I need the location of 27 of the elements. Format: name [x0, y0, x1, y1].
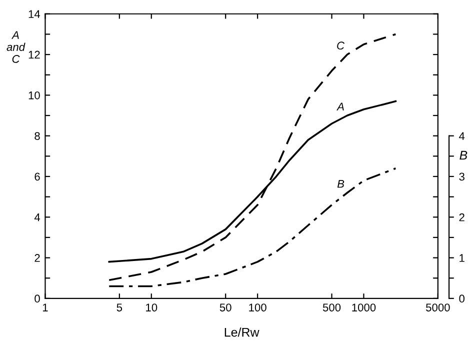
- y-axis-title: A and C: [6, 31, 26, 63]
- x-axis-title: Le/Rw: [224, 328, 260, 337]
- y-tick-label: 14: [28, 10, 40, 18]
- x-tick-label: 100: [249, 304, 266, 312]
- y2-tick-label: 1: [460, 254, 464, 262]
- y-tick-label: 0: [34, 294, 40, 303]
- series-label: C: [337, 42, 345, 50]
- x-tick-label: 5000: [426, 304, 450, 312]
- y2-tick-label: 0: [459, 294, 464, 303]
- x-tick-label: 10: [146, 304, 158, 312]
- y-tick-label: 4: [34, 214, 40, 222]
- x-tick-label: 1: [42, 304, 48, 312]
- y2-tick-label: 2: [459, 213, 464, 222]
- x-tick-label: 50: [220, 304, 232, 312]
- y-tick-label: 10: [28, 91, 40, 100]
- y-tick-label: 2: [34, 254, 40, 262]
- y-tick-label: 12: [28, 50, 40, 59]
- y-tick-label: 8: [34, 132, 40, 140]
- x-tick-label: 5: [116, 304, 122, 312]
- y2-tick-label: 4: [459, 132, 465, 140]
- y2-tick-label: 3: [459, 172, 464, 181]
- series-label: B: [337, 180, 344, 188]
- series-label: A: [336, 102, 344, 110]
- y-tick-label: 6: [34, 172, 40, 181]
- y2-axis-title: B: [460, 150, 468, 160]
- x-tick-label: 1000: [352, 304, 376, 312]
- x-tick-label: 500: [322, 304, 341, 312]
